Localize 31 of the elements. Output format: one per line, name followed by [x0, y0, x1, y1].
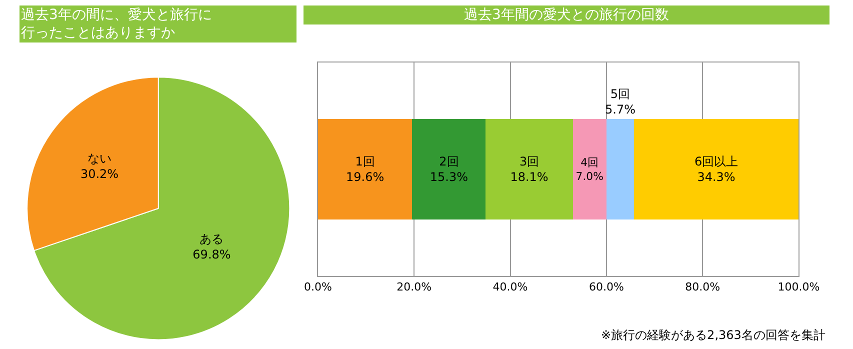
x-tick-label: 80.0%	[685, 280, 720, 294]
series-label: 4回	[580, 156, 599, 169]
series-label: 5回	[610, 87, 630, 101]
bar	[572, 119, 606, 220]
slice-label: ある	[200, 232, 224, 246]
x-tick-label: 0.0%	[304, 280, 332, 294]
data-label: 15.3%	[430, 170, 468, 184]
bar	[634, 119, 799, 220]
data-label: 19.6%	[346, 170, 384, 184]
data-label: 69.8%	[192, 247, 231, 262]
series-label: 1回	[355, 154, 375, 169]
bar	[486, 119, 573, 220]
x-tick-label: 40.0%	[492, 280, 528, 294]
bar	[606, 119, 634, 220]
data-label: 34.3%	[697, 170, 736, 184]
series-label: 2回	[439, 154, 459, 169]
series-label: 6回以上	[694, 154, 738, 169]
data-label: 5.7%	[605, 102, 636, 117]
bar	[318, 119, 412, 220]
slice-label: ない	[88, 151, 112, 166]
data-label: 7.0%	[576, 170, 604, 184]
chart-title: 過去3年間の愛犬との旅行の回数	[464, 7, 669, 23]
bar	[412, 119, 486, 220]
text: ※旅行の経験がある2,363名の回答を集計	[601, 328, 826, 342]
x-tick-label: 100.0%	[778, 280, 820, 294]
data-label: 18.1%	[510, 170, 548, 184]
data-label: 30.2%	[80, 166, 119, 181]
x-tick-label: 20.0%	[396, 280, 432, 294]
x-tick-label: 60.0%	[588, 280, 624, 294]
chart-title: 過去3年の間に、愛犬と旅行に行ったことはありますか	[21, 7, 212, 42]
series-label: 3回	[519, 154, 540, 169]
